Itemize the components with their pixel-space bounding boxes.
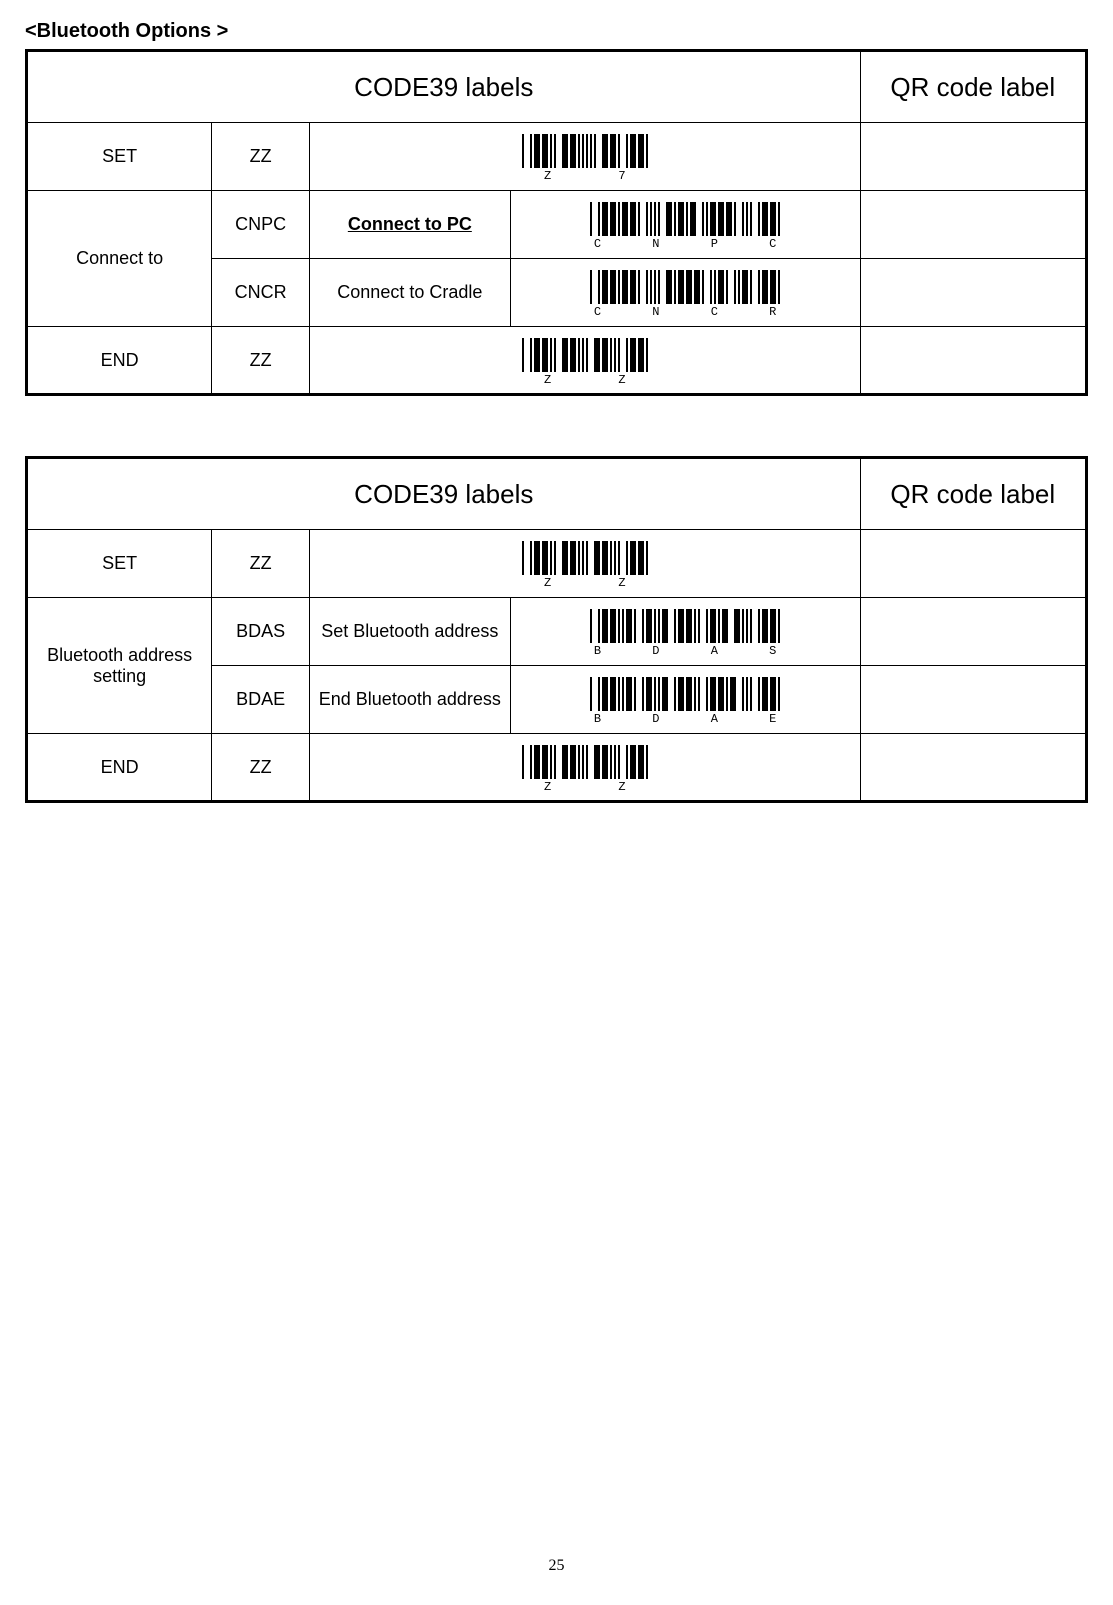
barcode-text: Z 7: [514, 169, 656, 183]
barcode-text: Z Z: [514, 373, 656, 387]
section-label: Bluetooth address setting: [27, 598, 212, 734]
row-label: SET: [27, 530, 212, 598]
qr-cell: [860, 327, 1086, 395]
header-qr: QR code label: [860, 458, 1086, 530]
qr-cell: [860, 259, 1086, 327]
barcode-text: B D A E: [572, 712, 798, 726]
qr-cell: [860, 734, 1086, 802]
row-code: BDAS: [212, 598, 310, 666]
barcode-bars: [590, 270, 780, 304]
barcode-bars: [590, 677, 780, 711]
header-qr: QR code label: [860, 51, 1086, 123]
row-code: CNCR: [212, 259, 310, 327]
table-row: SET ZZ Z Z: [27, 530, 1087, 598]
row-desc: Connect to Cradle: [310, 259, 511, 327]
row-code: ZZ: [212, 327, 310, 395]
row-desc: Set Bluetooth address: [310, 598, 511, 666]
config-table-connect: CODE39 labels QR code label SET ZZ Z 7 C…: [25, 49, 1088, 396]
qr-cell: [860, 530, 1086, 598]
barcode-cell: C N P C: [510, 191, 860, 259]
section-title: <Bluetooth Options >: [25, 20, 1088, 43]
qr-cell: [860, 666, 1086, 734]
barcode-bars: [522, 541, 648, 575]
row-label: END: [27, 327, 212, 395]
qr-cell: [860, 191, 1086, 259]
barcode-bars: [522, 134, 648, 168]
row-code: ZZ: [212, 530, 310, 598]
barcode-text: Z Z: [514, 576, 656, 590]
barcode-cnpc: C N P C: [572, 196, 798, 253]
barcode-text: C N P C: [572, 237, 798, 251]
barcode-bars: [522, 745, 648, 779]
barcode-zz: Z Z: [514, 739, 656, 796]
section-label: Connect to: [27, 191, 212, 327]
row-code: ZZ: [212, 123, 310, 191]
table-row: END ZZ Z Z: [27, 734, 1087, 802]
table-row: Bluetooth address setting BDAS Set Bluet…: [27, 598, 1087, 666]
row-desc-default: Connect to PC: [310, 191, 511, 259]
barcode-bars: [590, 202, 780, 236]
row-label: SET: [27, 123, 212, 191]
qr-cell: [860, 123, 1086, 191]
header-code39: CODE39 labels: [27, 51, 861, 123]
barcode-text: C N C R: [572, 305, 798, 319]
barcode-cell: B D A S: [510, 598, 860, 666]
row-code: ZZ: [212, 734, 310, 802]
barcode-cell: Z Z: [310, 734, 861, 802]
barcode-zz: Z Z: [514, 332, 656, 389]
page-number: 25: [0, 1557, 1113, 1575]
barcode-cell: Z Z: [310, 327, 861, 395]
qr-cell: [860, 598, 1086, 666]
row-label: END: [27, 734, 212, 802]
barcode-cell: Z 7: [310, 123, 861, 191]
barcode-cell: B D A E: [510, 666, 860, 734]
barcode-cell: C N C R: [510, 259, 860, 327]
barcode-cncr: C N C R: [572, 264, 798, 321]
row-code: BDAE: [212, 666, 310, 734]
barcode-cell: Z Z: [310, 530, 861, 598]
row-desc: End Bluetooth address: [310, 666, 511, 734]
table-row: Connect to CNPC Connect to PC C N P C: [27, 191, 1087, 259]
table-row: SET ZZ Z 7: [27, 123, 1087, 191]
row-code: CNPC: [212, 191, 310, 259]
barcode-text: Z Z: [514, 780, 656, 794]
barcode-bars: [522, 338, 648, 372]
barcode-bdas: B D A S: [572, 603, 798, 660]
barcode-text: B D A S: [572, 644, 798, 658]
barcode-bars: [590, 609, 780, 643]
header-code39: CODE39 labels: [27, 458, 861, 530]
table-row: END ZZ Z Z: [27, 327, 1087, 395]
barcode-z7: Z 7: [514, 128, 656, 185]
barcode-bdae: B D A E: [572, 671, 798, 728]
config-table-btaddr: CODE39 labels QR code label SET ZZ Z Z B…: [25, 456, 1088, 803]
barcode-zz: Z Z: [514, 535, 656, 592]
